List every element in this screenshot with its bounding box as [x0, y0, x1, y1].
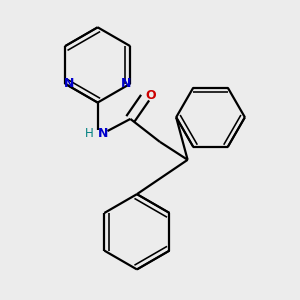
Text: N: N [121, 77, 131, 90]
Text: O: O [146, 88, 156, 101]
Text: H: H [85, 127, 94, 140]
Text: N: N [64, 77, 74, 90]
Text: N: N [98, 127, 109, 140]
